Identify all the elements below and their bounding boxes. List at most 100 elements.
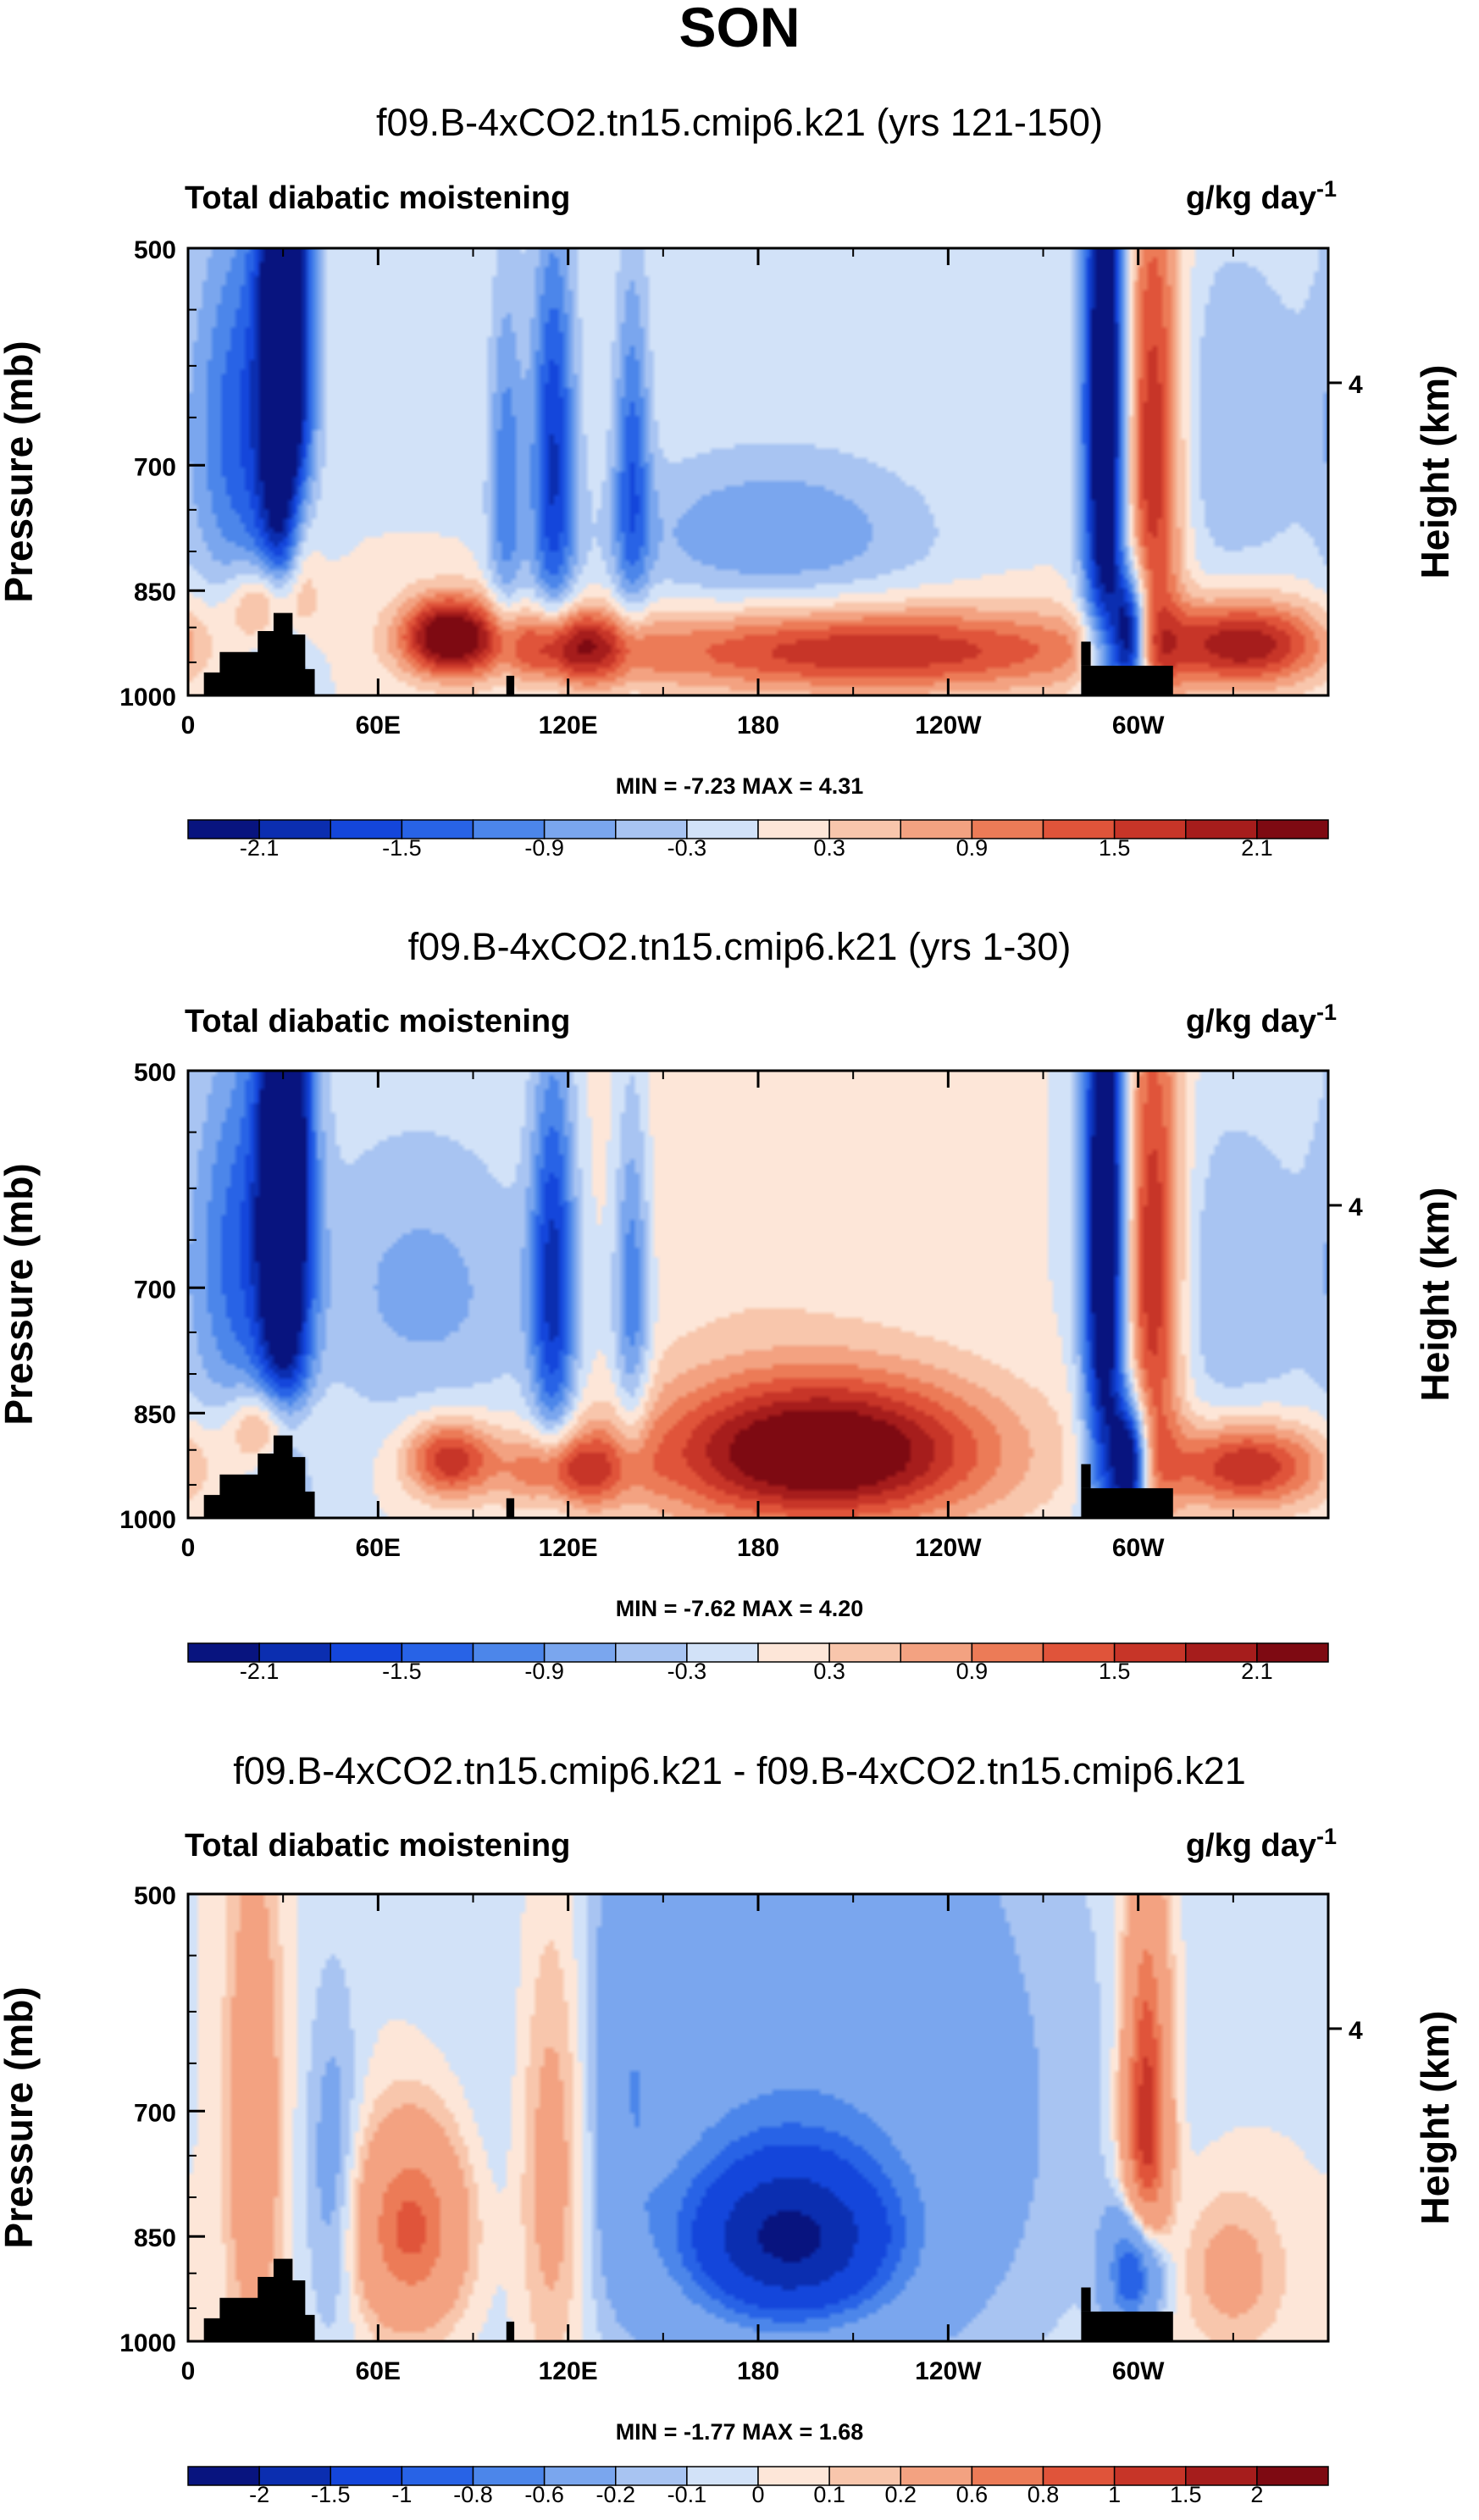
topography-mask bbox=[203, 1435, 315, 1518]
x-tick-label: 120E bbox=[539, 712, 598, 739]
x-tick-label: 120E bbox=[539, 2357, 598, 2385]
colorbar: -2.1 -1.5 -0.9 -0.3 0.3 0.9 1.5 2.1 bbox=[187, 819, 1329, 861]
colorbar-label: -0.1 bbox=[667, 2482, 707, 2507]
colorbar-label: 0.1 bbox=[813, 2482, 845, 2507]
colorbar-box bbox=[1256, 2466, 1329, 2486]
x-tick-label: 120W bbox=[915, 1534, 982, 1562]
x-tick-label: 180 bbox=[737, 2357, 779, 2385]
topography-mask bbox=[506, 1498, 515, 1518]
colorbar-label: 0 bbox=[751, 2482, 764, 2507]
panel-title: f09.B-4xCO2.tn15.cmip6.k21 (yrs 1-30) bbox=[408, 925, 1072, 968]
colorbar-label: 0.9 bbox=[956, 835, 989, 861]
panel-title: f09.B-4xCO2.tn15.cmip6.k21 - f09.B-4xCO2… bbox=[233, 1749, 1246, 1792]
colorbar-label: 2.1 bbox=[1241, 835, 1273, 861]
colorbar-label: -2 bbox=[249, 2482, 269, 2507]
colorbar-label: -0.3 bbox=[667, 835, 707, 861]
y-right-axis-title: Height (km) bbox=[1413, 2011, 1457, 2225]
colorbar-label: 1.5 bbox=[1099, 1659, 1131, 1684]
colorbar-label: -0.3 bbox=[667, 1659, 707, 1684]
colorbar-label: 0.8 bbox=[1028, 2482, 1060, 2507]
colorbar-label: -2.1 bbox=[240, 1659, 280, 1684]
colorbar-label: 2 bbox=[1250, 2482, 1263, 2507]
panel-title: f09.B-4xCO2.tn15.cmip6.k21 (yrs 121-150) bbox=[376, 101, 1103, 144]
colorbar-label: 2.1 bbox=[1241, 1659, 1273, 1684]
x-tick-label: 180 bbox=[737, 712, 779, 739]
plot-area: 500 700 850 1000 4 0 60E 120E 180 120W 60W Pressure… bbox=[0, 1882, 1457, 2385]
x-tick-label: 120W bbox=[915, 2357, 982, 2385]
x-tick-label: 180 bbox=[737, 1534, 779, 1562]
y-tick-label: 850 bbox=[134, 1401, 176, 1429]
colorbar-label: -1.5 bbox=[382, 835, 422, 861]
panel-3: f09.B-4xCO2.tn15.cmip6.k21 - f09.B-4xCO2… bbox=[0, 1749, 1457, 2507]
y-right-tick-label: 4 bbox=[1349, 371, 1363, 399]
left-string: Total diabatic moistening bbox=[185, 1004, 570, 1039]
y-right-tick-label: 4 bbox=[1349, 2017, 1363, 2045]
panel-1: f09.B-4xCO2.tn15.cmip6.k21 (yrs 121-150)… bbox=[0, 101, 1457, 861]
y-tick-label: 1000 bbox=[119, 1506, 176, 1534]
colorbar-label: 0.9 bbox=[956, 1659, 989, 1684]
x-tick-label: 120W bbox=[915, 712, 982, 739]
x-tick-label: 60W bbox=[1112, 2357, 1165, 2385]
y-tick-label: 700 bbox=[134, 453, 176, 481]
colorbar-box bbox=[1256, 1642, 1329, 1663]
stats-label: MIN = -1.77 MAX = 1.68 bbox=[616, 2419, 864, 2445]
x-tick-label: 60E bbox=[356, 712, 401, 739]
colorbar-label: -0.6 bbox=[524, 2482, 564, 2507]
y-tick-label: 700 bbox=[134, 2099, 176, 2127]
colorbar-box bbox=[1256, 819, 1329, 839]
y-right-tick-label: 4 bbox=[1349, 1194, 1363, 1221]
colorbar-label: 0.2 bbox=[884, 2482, 917, 2507]
stats-label: MIN = -7.62 MAX = 4.20 bbox=[616, 1596, 864, 1621]
colorbar-label: -1 bbox=[391, 2482, 412, 2507]
colorbar: -2.1 -1.5 -0.9 -0.3 0.3 0.9 1.5 2.1 bbox=[187, 1642, 1329, 1684]
colorbar-label: 1 bbox=[1108, 2482, 1121, 2507]
topography-mask bbox=[1081, 641, 1091, 666]
y-tick-label: 500 bbox=[134, 1882, 176, 1910]
x-tick-label: 60E bbox=[356, 2357, 401, 2385]
plot-area: 500 700 850 1000 4 0 60E 120E 180 120W 60W Pressure… bbox=[0, 236, 1457, 739]
topography-mask bbox=[1081, 2287, 1091, 2312]
y-tick-label: 500 bbox=[134, 236, 176, 264]
topography-mask bbox=[506, 675, 515, 695]
colorbar-label: -0.8 bbox=[453, 2482, 493, 2507]
units-label: g/kg day-1 bbox=[1186, 1824, 1337, 1864]
units-label: g/kg day-1 bbox=[1186, 1000, 1337, 1039]
y-axis-title: Pressure (mb) bbox=[0, 341, 41, 602]
topography-mask bbox=[203, 612, 315, 695]
y-axis-title: Pressure (mb) bbox=[0, 1163, 41, 1425]
contour-field bbox=[188, 1894, 1328, 2341]
colorbar-label: 0.3 bbox=[813, 1659, 845, 1684]
contour-field bbox=[188, 1071, 1328, 1518]
y-tick-label: 1000 bbox=[119, 684, 176, 712]
y-axis-title: Pressure (mb) bbox=[0, 1986, 41, 2248]
x-tick-label: 60W bbox=[1112, 1534, 1165, 1562]
x-tick-label: 60W bbox=[1112, 712, 1165, 739]
colorbar-label: 0.3 bbox=[813, 835, 845, 861]
colorbar: -2 -1.5 -1 -0.8 -0.6 -0.2 -0.1 0 0.1 0.2 0.6 0.8 1 1.… bbox=[187, 2466, 1329, 2507]
x-tick-label: 0 bbox=[181, 712, 196, 739]
colorbar-label: -0.2 bbox=[595, 2482, 635, 2507]
colorbar-label: -2.1 bbox=[240, 835, 280, 861]
colorbar-label: -0.9 bbox=[524, 835, 564, 861]
colorbar-label: -0.9 bbox=[524, 1659, 564, 1684]
topography-mask bbox=[1081, 665, 1173, 695]
left-string: Total diabatic moistening bbox=[185, 180, 570, 216]
topography-mask bbox=[1081, 2311, 1173, 2341]
y-tick-label: 700 bbox=[134, 1276, 176, 1304]
x-tick-label: 0 bbox=[181, 2357, 196, 2385]
colorbar-label: -1.5 bbox=[382, 1659, 422, 1684]
x-tick-label: 120E bbox=[539, 1534, 598, 1562]
colorbar-label: -1.5 bbox=[311, 2482, 351, 2507]
left-string: Total diabatic moistening bbox=[185, 1828, 570, 1864]
units-label: g/kg day-1 bbox=[1186, 176, 1337, 216]
topography-mask bbox=[1081, 1464, 1091, 1488]
topography-mask bbox=[1081, 1487, 1173, 1518]
colorbar-label: 0.6 bbox=[956, 2482, 989, 2507]
y-tick-label: 850 bbox=[134, 579, 176, 606]
stats-label: MIN = -7.23 MAX = 4.31 bbox=[616, 773, 864, 799]
x-tick-label: 60E bbox=[356, 1534, 401, 1562]
y-tick-label: 850 bbox=[134, 2224, 176, 2252]
figure-title: SON bbox=[679, 0, 800, 58]
colorbar-label: 1.5 bbox=[1099, 835, 1131, 861]
